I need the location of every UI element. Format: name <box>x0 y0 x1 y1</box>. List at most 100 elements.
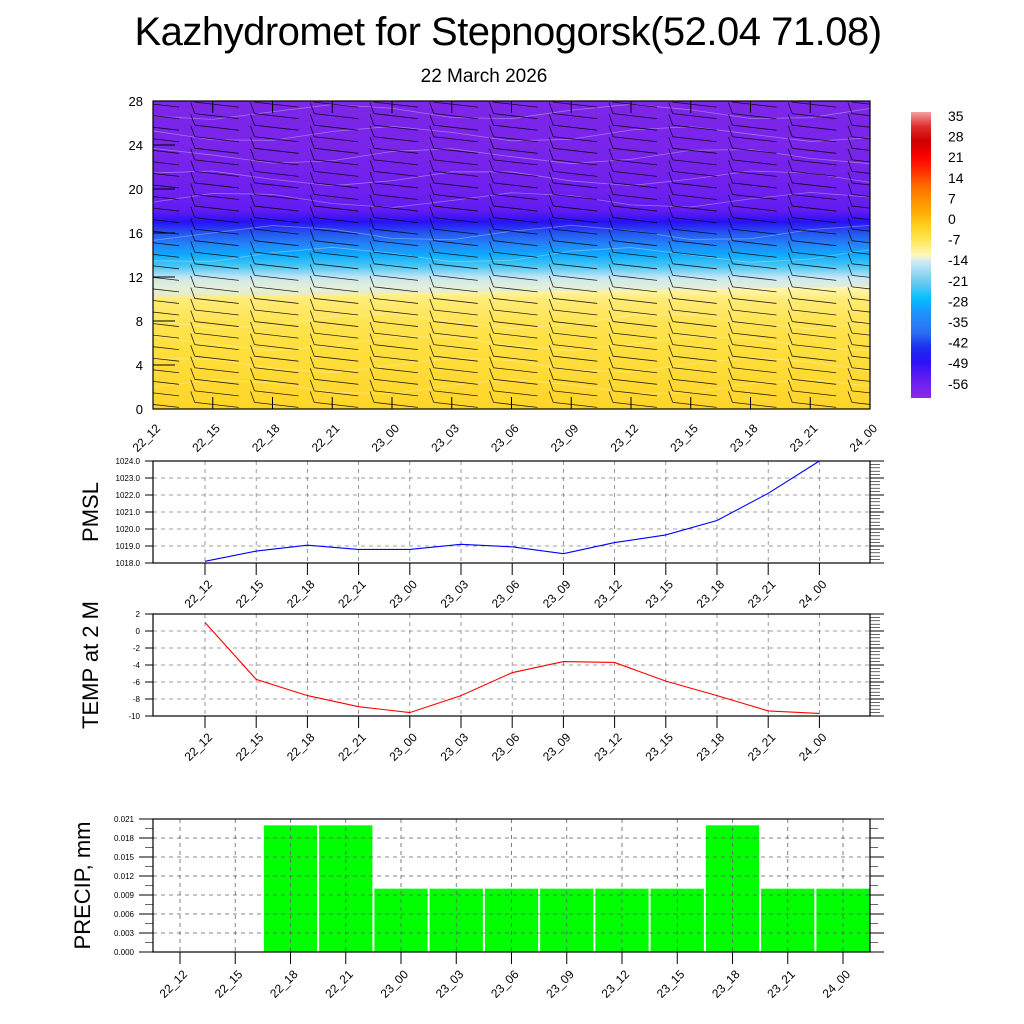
wind-barb <box>728 171 777 189</box>
wind-barb <box>608 275 658 293</box>
wind-barb <box>369 160 419 177</box>
x-tick-label: 22_15 <box>233 577 267 611</box>
wind-barb <box>250 310 299 327</box>
wind-barb <box>847 218 870 232</box>
wind-barb <box>608 298 658 316</box>
x-tick-label: 24_00 <box>847 421 881 455</box>
wind-barb <box>489 114 538 131</box>
wind-barb <box>668 114 717 131</box>
wind-barb <box>787 241 837 258</box>
wind-barb <box>153 184 180 189</box>
y-tick-label: 0.012 <box>114 872 135 881</box>
wind-barb <box>548 148 598 166</box>
wind-barb <box>190 391 239 408</box>
wind-barb <box>429 114 478 131</box>
x-tick-label: 23_09 <box>540 730 574 764</box>
wind-barb <box>369 275 419 293</box>
x-tick-label: 23_21 <box>764 967 798 1001</box>
wind-barb <box>728 264 777 281</box>
colorbar-label: 0 <box>948 211 956 227</box>
x-tick-label: 23_12 <box>608 421 642 455</box>
wind-barb <box>608 391 658 408</box>
wind-barb <box>429 206 478 223</box>
wind-barb <box>250 206 299 223</box>
y-axis-title: PRECIP, mm <box>70 822 95 950</box>
wind-barb <box>489 391 538 408</box>
wind-barb <box>847 298 870 313</box>
wind-barb <box>728 229 777 247</box>
wind-barb <box>548 183 598 200</box>
wind-barb <box>369 183 419 200</box>
colorbar-label: -42 <box>948 335 968 351</box>
wind-barb <box>153 161 180 166</box>
wind-barb <box>429 321 478 339</box>
wind-barb <box>608 379 658 397</box>
wind-barb <box>429 218 478 235</box>
wind-barb <box>489 171 538 189</box>
wind-barb <box>429 298 478 316</box>
wind-barb <box>608 114 658 131</box>
freezing-boundary <box>153 277 870 297</box>
wind-barb <box>787 114 837 131</box>
wind-barb <box>250 125 299 143</box>
x-tick-label: 23_06 <box>489 730 523 764</box>
x-tick-label: 23_15 <box>667 421 701 455</box>
wind-barb <box>309 102 359 120</box>
wind-barb <box>153 253 180 258</box>
wind-barb <box>847 368 870 382</box>
wind-barb <box>548 252 598 270</box>
x-tick-label: 23_18 <box>709 967 743 1001</box>
x-tick-label: 23_15 <box>654 967 688 1001</box>
wind-barb <box>668 345 717 362</box>
colorbar-label: 35 <box>948 108 964 124</box>
wind-barb <box>190 241 239 258</box>
wind-barb <box>250 356 299 374</box>
pmsl-plot: 1018.0 1019.0 1020.0 1021.0 1022.0 1023.0 1024… <box>78 457 884 611</box>
wind-barb <box>489 125 538 143</box>
x-tick-label: 22_12 <box>157 967 191 1001</box>
wind-barb <box>787 160 837 177</box>
wind-barb <box>153 380 180 385</box>
wind-barb <box>429 171 478 189</box>
wind-barb <box>847 287 870 301</box>
contour-line <box>153 125 870 142</box>
temp-plot: -10 -8 -6 -4 -2 0 2 22_12 22_15 22_18 22_21 23_00 23… <box>78 601 884 764</box>
wind-barb <box>668 368 717 385</box>
wind-barb <box>429 102 478 120</box>
wind-barb <box>608 206 658 223</box>
wind-barb <box>608 368 658 385</box>
x-tick-label: 22_12 <box>130 421 164 455</box>
contour-line <box>153 378 870 395</box>
wind-barb <box>548 379 598 397</box>
wind-barb <box>668 148 717 166</box>
y-tick-label: 20 <box>129 182 143 197</box>
wind-barb <box>190 275 239 293</box>
wind-barb <box>787 356 837 374</box>
wind-barb <box>608 252 658 270</box>
wind-barb <box>668 321 717 339</box>
wind-barb <box>429 137 478 154</box>
wind-barb <box>309 171 359 189</box>
wind-barb <box>369 218 419 235</box>
wind-barb <box>153 357 180 362</box>
y-tick-label: 1024.0 <box>116 457 141 466</box>
wind-barb <box>728 218 777 235</box>
wind-barb <box>489 298 538 316</box>
wind-barb <box>668 379 717 397</box>
y-tick-label: 8 <box>136 314 143 329</box>
x-tick-label: 23_18 <box>727 421 761 455</box>
y-tick-label: 0.000 <box>114 948 135 957</box>
x-tick-label: 23_18 <box>694 730 728 764</box>
wind-barb <box>309 160 359 177</box>
wind-barb <box>608 102 658 120</box>
wind-barb <box>731 101 777 108</box>
wind-barb <box>369 137 419 154</box>
x-tick-label: 23_21 <box>745 577 779 611</box>
contour-line <box>153 356 870 373</box>
wind-barb <box>190 160 239 177</box>
wind-barb <box>668 356 717 374</box>
wind-barb <box>847 321 870 336</box>
wind-barb <box>608 160 658 177</box>
wind-barb <box>190 379 239 397</box>
wind-barb <box>728 345 777 362</box>
